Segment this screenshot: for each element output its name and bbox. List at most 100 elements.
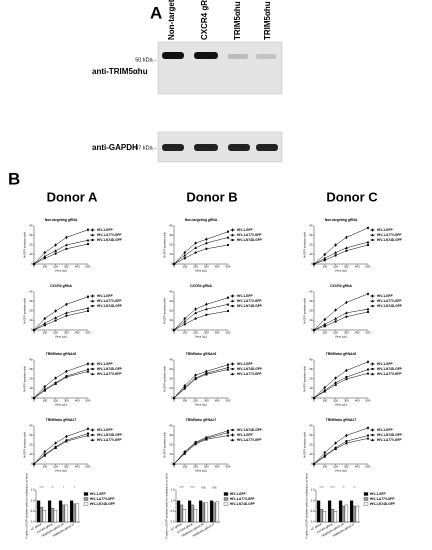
y-tick-label: 10: [169, 452, 173, 456]
marker: [231, 238, 234, 242]
x-tick-label: 200: [53, 465, 58, 469]
marker: [43, 250, 47, 255]
chart-title: TRIM5αhu gRNA#7: [186, 418, 217, 422]
marker: [65, 369, 68, 374]
marker: [226, 430, 230, 435]
legend-swatch: [223, 502, 229, 506]
legend-label: HIV-1-A77V-GFP: [97, 372, 122, 376]
series-line: [33, 240, 89, 265]
marker: [312, 396, 316, 400]
marker: [366, 243, 370, 247]
marker: [323, 385, 327, 390]
marker: [172, 396, 176, 400]
marker: [226, 433, 230, 437]
legend-label: HIV-1-N74D-GFP: [237, 304, 263, 308]
marker: [344, 311, 348, 315]
x-axis-label: Virus (µL): [55, 269, 67, 273]
legend-label: HIV-1-GFP: [377, 428, 393, 432]
legend-label: HIV-1-N74D-GFP: [377, 238, 403, 242]
x-tick-label: 400: [75, 265, 80, 269]
y-tick-label: 10: [309, 318, 313, 322]
annotation: ****: [39, 486, 44, 490]
series-line: [313, 308, 369, 331]
y-tick-label: 40: [309, 290, 313, 294]
x-tick-label: 300: [344, 465, 349, 469]
x-tick-label: 400: [215, 465, 220, 469]
marker: [323, 325, 326, 328]
marker: [54, 252, 57, 255]
x-tick-label: 100: [182, 265, 187, 269]
series-line: [173, 369, 229, 399]
marker: [231, 428, 234, 432]
y-tick-label: 40: [169, 224, 173, 228]
annotation: ****: [319, 486, 324, 490]
bar: [58, 500, 63, 523]
chart-title: TRIM5αhu gRNA#6: [326, 352, 357, 356]
x-tick-label: 0: [33, 465, 35, 469]
y-axis-label: % GFP-positive cells: [163, 432, 167, 458]
series-line: [313, 227, 369, 265]
y-tick-label: 0: [171, 328, 173, 332]
marker: [64, 311, 68, 315]
x-axis-label: Virus (µL): [335, 335, 347, 339]
marker: [323, 252, 327, 257]
x-tick-label: 300: [344, 399, 349, 403]
y-tick-label: 20: [169, 243, 173, 247]
x-tick-label: 400: [75, 399, 80, 403]
x-tick-label: 200: [193, 331, 198, 335]
legend-label: HIV-1-A77V-GFP: [377, 372, 402, 376]
marker: [366, 307, 370, 311]
y-tick-label: 10: [169, 318, 173, 322]
chart-title: TRIM5αhu gRNA#6: [46, 352, 77, 356]
marker: [345, 300, 348, 305]
x-tick-label: 0: [173, 331, 175, 335]
marker: [334, 381, 337, 384]
y-axis-label: % GFP-positive cells: [23, 298, 27, 324]
x-tick-label: 100: [322, 265, 327, 269]
marker: [371, 362, 374, 366]
series-line: [33, 428, 89, 465]
marker: [86, 368, 90, 371]
marker: [65, 235, 68, 240]
series-line: [313, 373, 369, 399]
marker: [334, 254, 337, 257]
series-line: [313, 293, 369, 331]
y-axis-label: % GFP-positive cells: [163, 366, 167, 392]
marker: [91, 238, 94, 242]
band: [162, 52, 184, 59]
marker: [231, 304, 234, 308]
bar: [39, 506, 44, 523]
marker: [54, 249, 58, 252]
marker: [334, 308, 337, 312]
x-tick-label: 300: [204, 399, 209, 403]
bar: [193, 509, 198, 523]
bar: [212, 502, 217, 523]
marker: [345, 235, 348, 240]
x-tick-label: 200: [193, 465, 198, 469]
marker: [54, 309, 57, 313]
legend-label: HIV-1-N74D-GFP: [237, 238, 263, 242]
lane-label: TRIM5αhu gRNA#6: [233, 0, 242, 40]
legend-label: HIV-1-N74D-GFP: [237, 428, 263, 432]
legend-swatch: [83, 492, 89, 496]
x-tick-label: 400: [75, 331, 80, 335]
legend-label: HIV-1-GFP: [237, 433, 253, 437]
x-tick-label: 500: [226, 465, 231, 469]
legend-label: HIV-1-A77V-GFP: [377, 438, 402, 442]
x-tick-label: 400: [215, 265, 220, 269]
bar: [53, 510, 58, 523]
legend-swatch: [363, 497, 369, 501]
panel-label: A: [150, 3, 162, 22]
x-tick-label: NT gRNA: [170, 522, 182, 531]
lane-label: TRIM5αhu gRNA#7: [263, 0, 272, 40]
legend-label: HIV-1-GFP: [237, 294, 253, 298]
marker: [91, 299, 94, 303]
y-tick-label: 0.0: [31, 520, 35, 524]
y-tick-label: 10: [29, 252, 33, 256]
x-tick-label: 0: [173, 399, 175, 403]
marker: [366, 226, 370, 230]
x-tick-label: 400: [215, 331, 220, 335]
series-line: [33, 433, 89, 465]
x-axis-label: Virus (µL): [55, 403, 67, 407]
x-tick-label: 200: [333, 331, 338, 335]
